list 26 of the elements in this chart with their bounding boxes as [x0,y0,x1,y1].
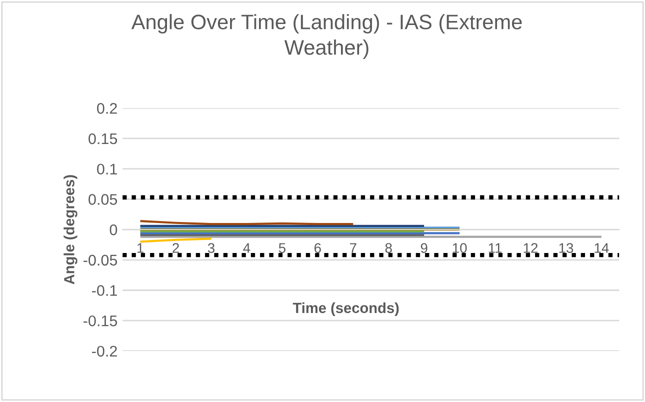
x-tick-label: 12 [524,243,538,253]
x-tick-label: 13 [559,243,574,253]
x-tick-label: 9 [420,243,428,253]
x-axis-title: Time (seconds) [292,302,399,316]
x-tick-label: 14 [594,243,609,253]
y-tick-label: -0.05 [84,254,118,266]
y-axis-title: Angle (degrees) [64,175,78,284]
y-tick-label: -0.2 [92,346,117,357]
x-tick-label: 1 [137,243,144,253]
y-tick-label: 0.1 [97,164,117,175]
y-tick-label: -0.15 [84,315,118,326]
x-tick-label: 3 [208,243,214,253]
x-tick-label: 7 [350,243,356,253]
x-tick-label: 8 [385,243,392,253]
x-tick-label: 10 [452,243,467,253]
x-tick-label: 5 [278,243,286,253]
y-tick-label: 0 [110,224,118,236]
x-tick-label: 6 [314,243,321,253]
x-tick-label: 11 [488,243,502,253]
chart-title: Angle Over Time (Landing) - IAS (Extreme Weather) [131,14,522,59]
y-tick-label: 0.2 [97,103,117,114]
x-tick-label: 2 [172,243,179,253]
x-tick-label: 4 [243,243,250,253]
y-tick-label: 0.05 [88,194,118,205]
y-tick-label: -0.1 [92,285,117,296]
y-tick-label: 0.15 [88,133,118,144]
